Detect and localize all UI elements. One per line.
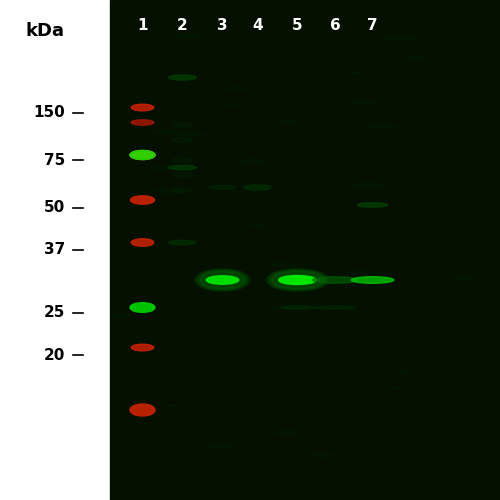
Ellipse shape [352,183,385,188]
Ellipse shape [280,120,297,122]
Bar [110,0,500,500]
Ellipse shape [268,263,298,267]
Ellipse shape [452,276,474,279]
Ellipse shape [131,104,154,111]
Ellipse shape [206,276,239,284]
Ellipse shape [366,124,374,126]
Text: 3: 3 [217,18,228,32]
Ellipse shape [154,131,178,134]
Ellipse shape [178,132,204,136]
Ellipse shape [314,306,356,309]
Ellipse shape [350,72,362,74]
Ellipse shape [113,314,132,317]
Ellipse shape [198,270,248,290]
Ellipse shape [131,239,154,246]
Ellipse shape [279,276,316,284]
Ellipse shape [281,306,314,309]
Text: 37: 37 [44,242,65,258]
Ellipse shape [172,122,193,128]
Ellipse shape [350,101,374,104]
Ellipse shape [131,344,154,351]
Ellipse shape [172,138,193,142]
Ellipse shape [169,75,196,80]
Ellipse shape [175,34,200,37]
Text: 50: 50 [44,200,65,215]
Ellipse shape [172,172,193,178]
Ellipse shape [150,166,172,169]
Ellipse shape [224,104,238,106]
Text: kDa: kDa [26,22,64,40]
Ellipse shape [411,275,420,276]
Ellipse shape [130,196,154,204]
Bar [0,0,110,500]
Ellipse shape [384,36,416,40]
Ellipse shape [169,75,196,80]
Ellipse shape [130,150,155,160]
Ellipse shape [392,386,402,388]
Ellipse shape [268,307,282,309]
Ellipse shape [398,372,413,374]
Ellipse shape [164,404,176,406]
Text: 4: 4 [252,18,263,32]
Ellipse shape [269,270,326,290]
Ellipse shape [370,125,398,128]
Ellipse shape [172,158,193,162]
Ellipse shape [406,56,425,59]
Ellipse shape [130,150,155,160]
Ellipse shape [274,431,300,434]
Ellipse shape [351,276,394,283]
Ellipse shape [195,269,250,291]
Ellipse shape [312,276,358,283]
Text: 5: 5 [292,18,303,32]
Text: 1: 1 [137,18,148,32]
Ellipse shape [250,224,266,226]
Ellipse shape [196,417,205,418]
Text: 25: 25 [44,305,65,320]
Ellipse shape [169,165,196,170]
Ellipse shape [244,185,271,190]
Ellipse shape [266,269,329,291]
Ellipse shape [130,302,155,312]
Text: 150: 150 [33,105,65,120]
Ellipse shape [271,271,324,289]
Ellipse shape [208,444,236,448]
Ellipse shape [348,271,368,274]
Ellipse shape [130,404,155,416]
Text: 75: 75 [44,152,65,168]
Ellipse shape [169,240,196,244]
Ellipse shape [169,166,196,170]
Text: 2: 2 [177,18,188,32]
Ellipse shape [236,159,266,163]
Text: 20: 20 [44,348,65,362]
Ellipse shape [224,87,248,90]
Ellipse shape [209,186,236,190]
Ellipse shape [154,188,185,193]
Ellipse shape [131,120,154,125]
Ellipse shape [172,188,193,192]
Text: 7: 7 [367,18,378,32]
Ellipse shape [311,454,332,456]
Text: 6: 6 [330,18,340,32]
Ellipse shape [200,271,245,289]
Ellipse shape [358,202,388,207]
